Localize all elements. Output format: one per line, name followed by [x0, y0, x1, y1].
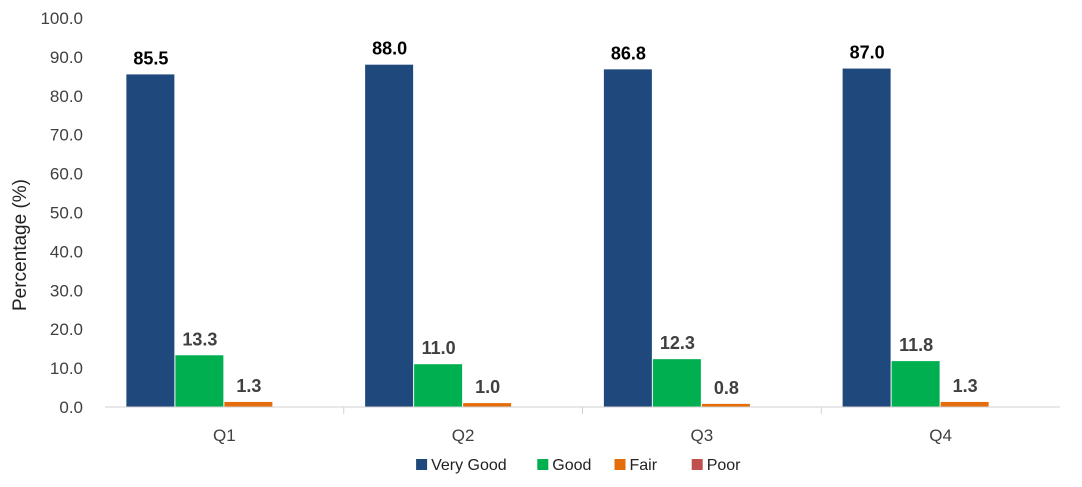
legend-label: Poor: [707, 457, 741, 474]
legend-label: Fair: [630, 457, 658, 474]
data-label: 12.3: [660, 333, 695, 353]
y-tick-label: 30.0: [50, 281, 83, 300]
y-tick-label: 80.0: [50, 87, 83, 106]
legend-item: Fair: [614, 457, 658, 474]
y-tick-label: 10.0: [50, 359, 83, 378]
category-label: Q2: [452, 426, 475, 445]
category-label: Q4: [929, 426, 952, 445]
y-tick-label: 60.0: [50, 165, 83, 184]
y-tick-label: 0.0: [59, 398, 83, 417]
bar-very-good: [603, 69, 652, 408]
data-labels: 85.5 13.3 1.3 88.0 11.0 1.0 86.8 12.3 0.8 87.0 11.…: [133, 39, 977, 398]
legend-swatch: [537, 459, 549, 470]
category-label: Q1: [213, 426, 236, 445]
legend-item: Very Good: [416, 457, 507, 474]
data-label: 85.5: [133, 48, 168, 68]
legend-label: Very Good: [431, 457, 507, 474]
bar-fair: [701, 403, 750, 407]
data-label: 13.3: [182, 329, 217, 349]
y-axis-ticks: 0.0 10.0 20.0 30.0 40.0 50.0 60.0 70.0 80.0 90.0 1…: [40, 9, 83, 417]
legend: Very Good Good Fair Poor: [416, 457, 741, 474]
y-tick-label: 100.0: [40, 9, 83, 28]
y-tick-label: 20.0: [50, 320, 83, 339]
bar-fair: [463, 403, 512, 407]
data-label: 88.0: [372, 39, 407, 59]
y-tick-label: 50.0: [50, 204, 83, 223]
data-label: 1.3: [236, 376, 261, 396]
bar-good: [175, 355, 224, 407]
bar-good: [652, 359, 701, 407]
data-label: 1.3: [953, 376, 978, 396]
data-label: 1.0: [475, 377, 500, 397]
y-tick-label: 40.0: [50, 242, 83, 261]
legend-item: Poor: [691, 457, 741, 474]
legend-swatch: [614, 459, 626, 470]
bar-very-good: [842, 68, 891, 407]
y-tick-label: 90.0: [50, 48, 83, 67]
data-label: 0.8: [714, 378, 739, 398]
y-tick-label: 70.0: [50, 126, 83, 145]
x-axis-ticks: [343, 407, 822, 414]
bar-good: [891, 361, 940, 407]
bar-very-good: [126, 74, 175, 407]
category-labels: Q1 Q2 Q3 Q4: [213, 426, 952, 445]
legend-swatch: [416, 459, 428, 470]
legend-item: Good: [537, 457, 591, 474]
y-axis-title: Percentage (%): [10, 179, 31, 311]
legend-label: Good: [552, 457, 591, 474]
bars: [126, 64, 989, 408]
bar-very-good: [365, 64, 414, 408]
data-label: 11.0: [422, 338, 456, 358]
category-label: Q3: [691, 426, 714, 445]
data-label: 86.8: [611, 43, 646, 63]
bar-good: [414, 364, 463, 407]
y-axis-title-group: Percentage (%): [10, 179, 31, 311]
data-label: 11.8: [899, 335, 933, 355]
bar-fair: [940, 401, 989, 407]
bar-fair: [224, 401, 273, 407]
data-label: 87.0: [850, 43, 885, 63]
legend-swatch: [691, 459, 703, 470]
